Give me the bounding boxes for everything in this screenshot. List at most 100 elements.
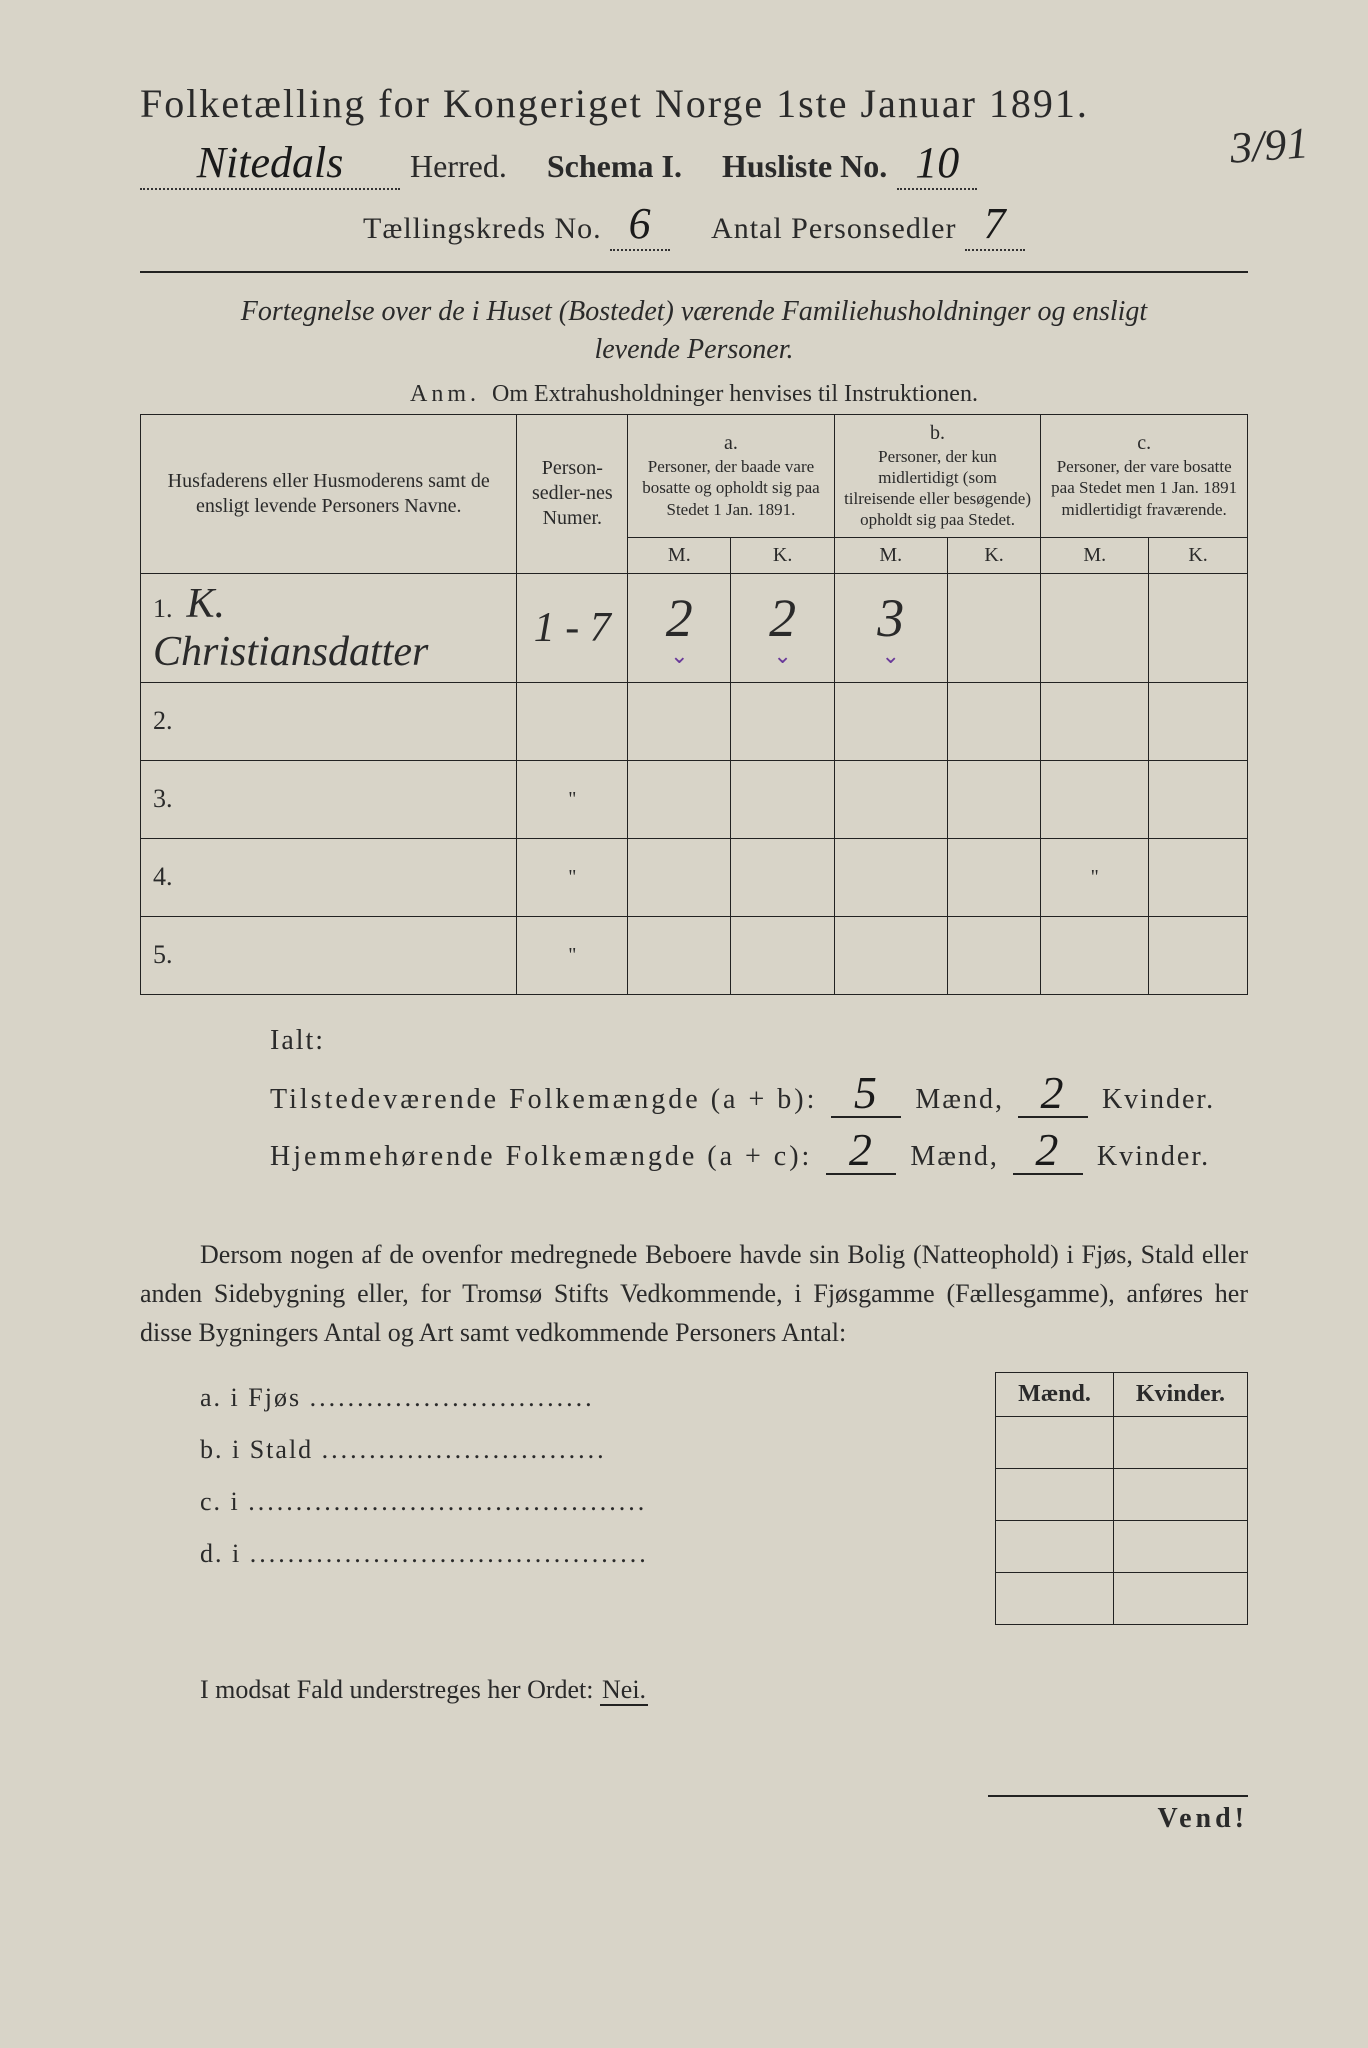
cell-aK — [731, 760, 834, 838]
sub-list: a. i Fjøs ..............................… — [140, 1372, 985, 1580]
cell-cK — [1149, 916, 1248, 994]
cell-cM — [1041, 760, 1149, 838]
cell-numer: " — [517, 916, 628, 994]
header-line-3: Tællingskreds No. 6 Antal Personsedler 7 — [140, 198, 1248, 251]
table-row: 1.K. Christiansdatter1 - 72⌄2⌄3⌄ — [141, 573, 1248, 682]
ialt-row2-k: 2 — [1035, 1132, 1060, 1169]
ialt-row-1: Tilstedeværende Folkemængde (a + b): 5 M… — [270, 1075, 1248, 1118]
anm-line: Anm. Om Extrahusholdninger henvises til … — [140, 381, 1248, 408]
cell-bM — [834, 916, 947, 994]
cell-numer: " — [517, 760, 628, 838]
kreds-value: 6 — [610, 198, 670, 251]
th-num: Person-sedler-nes Numer. — [517, 414, 628, 573]
census-form-page: 3/91 Folketælling for Kongeriget Norge 1… — [140, 80, 1248, 1835]
cell-name: 1.K. Christiansdatter — [141, 573, 517, 682]
cell-aM: 2⌄ — [628, 573, 731, 682]
sub-table-wrap: a. i Fjøs ..............................… — [140, 1372, 1248, 1625]
th-c-label: c. — [1049, 431, 1239, 456]
cell-numer: " — [517, 838, 628, 916]
schema-label: Schema I. — [547, 148, 682, 185]
table-row: 4. " " — [141, 838, 1248, 916]
cell-aK — [731, 838, 834, 916]
cell-cK — [1149, 838, 1248, 916]
th-c: c. Personer, der vare bosatte paa Stedet… — [1041, 414, 1248, 537]
sub-a: a. i Fjøs .............................. — [200, 1372, 985, 1424]
table-row: 3. " — [141, 760, 1248, 838]
cell-cM: " — [1041, 838, 1149, 916]
cell-cK — [1149, 682, 1248, 760]
sub-b: b. i Stald .............................… — [200, 1424, 985, 1476]
cell-bM — [834, 682, 947, 760]
row-number: 2. — [153, 706, 173, 735]
mk-cell — [996, 1416, 1114, 1468]
th-b-k: K. — [947, 537, 1041, 573]
nei-line: I modsat Fald understreges her Ordet: Ne… — [140, 1675, 1248, 1705]
divider-1 — [140, 271, 1248, 273]
mk-cell — [1113, 1572, 1247, 1624]
cell-cK — [1149, 760, 1248, 838]
th-b-text: Personer, der kun midlertidigt (som tilr… — [843, 446, 1033, 531]
ialt-row1-label: Tilstedeværende Folkemængde (a + b): — [270, 1084, 817, 1116]
cell-aM — [628, 682, 731, 760]
mk-cell — [1113, 1416, 1247, 1468]
subtitle: Fortegnelse over de i Huset (Bostedet) v… — [140, 293, 1248, 369]
cell-bK — [947, 838, 1041, 916]
row-number: 1. — [153, 594, 173, 623]
ialt-row1-m: 5 — [854, 1075, 879, 1112]
table-row: 2. — [141, 682, 1248, 760]
row-number: 3. — [153, 784, 173, 813]
page-title: Folketælling for Kongeriget Norge 1ste J… — [140, 80, 1248, 127]
subtitle-line1: Fortegnelse over de i Huset (Bostedet) v… — [241, 296, 1147, 327]
th-c-k: K. — [1149, 537, 1248, 573]
antal-value: 7 — [965, 198, 1025, 251]
cell-bM — [834, 760, 947, 838]
th-b-m: M. — [834, 537, 947, 573]
sub-d: d. i ...................................… — [200, 1528, 985, 1580]
cell-aK: 2⌄ — [731, 573, 834, 682]
anm-text: Om Extrahusholdninger henvises til Instr… — [492, 381, 978, 407]
ialt-row-2: Hjemmehørende Folkemængde (a + c): 2 Mæn… — [270, 1132, 1248, 1175]
ialt-label: Ialt: — [270, 1025, 1248, 1057]
herred-label: Herred. — [410, 148, 507, 185]
mk-cell — [996, 1572, 1114, 1624]
table-row: 5. " — [141, 916, 1248, 994]
cell-bK — [947, 916, 1041, 994]
mk-cell — [996, 1468, 1114, 1520]
cell-numer — [517, 682, 628, 760]
cell-cK — [1149, 573, 1248, 682]
row-number: 5. — [153, 940, 173, 969]
tick-mark: ⌄ — [636, 643, 722, 669]
cell-cM — [1041, 573, 1149, 682]
th-a-m: M. — [628, 537, 731, 573]
row-number: 4. — [153, 862, 173, 891]
building-paragraph: Dersom nogen af de ovenfor medregnede Be… — [140, 1235, 1248, 1352]
th-name: Husfaderens eller Husmoderens samt de en… — [141, 414, 517, 573]
cell-cM — [1041, 682, 1149, 760]
ialt-block: Ialt: Tilstedeværende Folkemængde (a + b… — [270, 1025, 1248, 1175]
tick-mark: ⌄ — [739, 643, 825, 669]
th-a-k: K. — [731, 537, 834, 573]
nei-text: I modsat Fald understreges her Ordet: — [200, 1675, 594, 1704]
cell-bK — [947, 682, 1041, 760]
cell-aK — [731, 682, 834, 760]
th-c-m: M. — [1041, 537, 1149, 573]
herred-value: Nitedals — [140, 137, 400, 190]
th-b-label: b. — [843, 421, 1033, 446]
kreds-label: Tællingskreds No. — [363, 212, 602, 245]
mk-maend: Mænd. — [996, 1372, 1114, 1416]
mk-table: Mænd. Kvinder. — [995, 1372, 1248, 1625]
th-c-text: Personer, der vare bosatte paa Stedet me… — [1049, 456, 1239, 520]
mk-cell — [1113, 1520, 1247, 1572]
th-a-text: Personer, der baade vare bosatte og opho… — [636, 456, 826, 520]
nei-word: Nei. — [600, 1675, 648, 1706]
margin-annotation: 3/91 — [1228, 117, 1310, 173]
cell-name: 4. — [141, 838, 517, 916]
mk-cell — [996, 1520, 1114, 1572]
mk-cell — [1113, 1468, 1247, 1520]
cell-aM — [628, 838, 731, 916]
household-name: K. Christiansdatter — [153, 581, 428, 675]
sub-c: c. i ...................................… — [200, 1476, 985, 1528]
vend-label: Vend! — [140, 1803, 1248, 1835]
cell-name: 3. — [141, 760, 517, 838]
cell-aM — [628, 760, 731, 838]
